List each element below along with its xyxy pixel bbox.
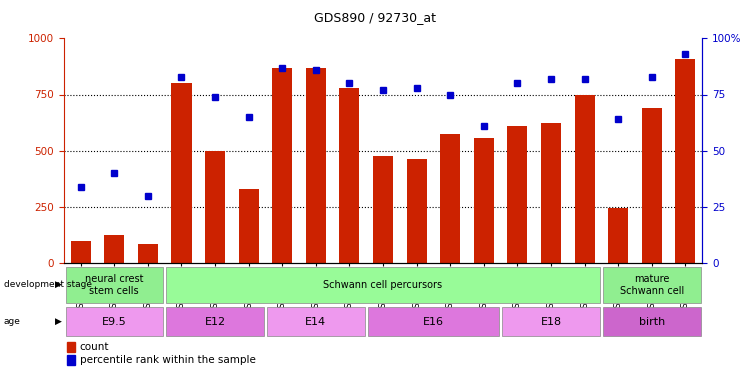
Bar bbox=[339, 88, 360, 263]
Bar bbox=[67, 342, 75, 352]
Bar bbox=[65, 267, 163, 303]
Text: E9.5: E9.5 bbox=[102, 316, 127, 327]
Bar bbox=[603, 267, 701, 303]
Bar bbox=[373, 156, 393, 263]
Text: ▶: ▶ bbox=[55, 317, 62, 326]
Bar bbox=[575, 94, 595, 263]
Bar bbox=[541, 123, 561, 263]
Bar bbox=[440, 134, 460, 263]
Text: E12: E12 bbox=[204, 316, 225, 327]
Bar bbox=[675, 58, 695, 263]
Text: E16: E16 bbox=[423, 316, 444, 327]
Text: E18: E18 bbox=[541, 316, 562, 327]
Text: GDS890 / 92730_at: GDS890 / 92730_at bbox=[315, 11, 436, 24]
Text: birth: birth bbox=[638, 316, 665, 327]
Bar bbox=[166, 267, 600, 303]
Bar bbox=[205, 151, 225, 263]
Text: E14: E14 bbox=[305, 316, 327, 327]
Bar bbox=[67, 355, 75, 364]
Text: ▶: ▶ bbox=[55, 280, 62, 290]
Text: age: age bbox=[4, 317, 20, 326]
Bar bbox=[71, 241, 91, 263]
Bar bbox=[137, 244, 158, 263]
Bar bbox=[166, 307, 264, 336]
Text: percentile rank within the sample: percentile rank within the sample bbox=[80, 355, 255, 365]
Bar bbox=[171, 83, 192, 263]
Text: mature
Schwann cell: mature Schwann cell bbox=[620, 274, 684, 296]
Bar bbox=[603, 307, 701, 336]
Bar bbox=[239, 189, 258, 263]
Bar bbox=[641, 108, 662, 263]
Bar bbox=[272, 68, 292, 263]
Bar bbox=[104, 235, 125, 263]
Text: count: count bbox=[80, 342, 110, 352]
Bar bbox=[267, 307, 364, 336]
Text: neural crest
stem cells: neural crest stem cells bbox=[85, 274, 143, 296]
Text: development stage: development stage bbox=[4, 280, 92, 290]
Bar bbox=[608, 208, 629, 263]
Bar bbox=[474, 138, 494, 263]
Text: Schwann cell percursors: Schwann cell percursors bbox=[324, 280, 442, 290]
Bar bbox=[508, 126, 527, 263]
Bar bbox=[65, 307, 163, 336]
Bar bbox=[306, 68, 326, 263]
Bar bbox=[406, 159, 427, 263]
Bar bbox=[502, 307, 600, 336]
Bar bbox=[368, 307, 499, 336]
